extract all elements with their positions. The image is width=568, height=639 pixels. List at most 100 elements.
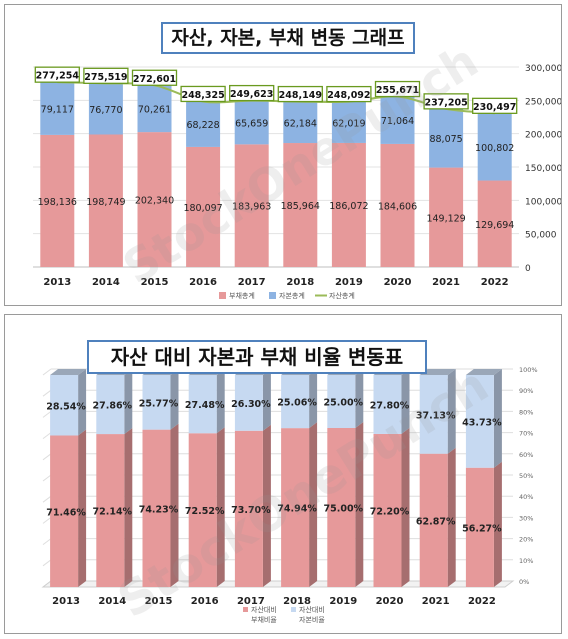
bar-debt-side	[78, 429, 87, 587]
gridline-side	[42, 516, 52, 524]
data-label-assets: 230,497	[473, 102, 516, 113]
data-label-debt: 198,136	[38, 197, 77, 208]
bar-debt	[137, 132, 172, 267]
x-tick-label: 2021	[432, 277, 460, 288]
bar-debt-side	[170, 423, 179, 587]
gridline-side	[42, 559, 52, 567]
y-tick-label: 90%	[519, 387, 533, 395]
x-tick-label: 2021	[422, 596, 450, 607]
chart-title-assets: 자산, 자본, 부채 변동 그래프	[161, 22, 415, 54]
legend-debt-label: 부채총계	[229, 291, 255, 300]
y-tick-label: 200,000	[525, 131, 561, 141]
data-label-debt-ratio: 56.27%	[462, 523, 502, 534]
x-tick-label: 2017	[238, 277, 266, 288]
gridline-side	[42, 411, 52, 418]
gridline-side	[42, 538, 52, 546]
bar-equity-side	[124, 369, 133, 435]
x-tick-label: 2020	[376, 596, 404, 607]
y-tick-label: 50,000	[525, 231, 557, 241]
bar-debt-side	[401, 427, 410, 587]
data-label-debt-ratio: 74.94%	[277, 504, 317, 515]
bar-equity	[327, 375, 356, 428]
data-label-assets: 272,601	[133, 74, 176, 85]
bar-equity	[380, 96, 415, 144]
data-label-equity-ratio: 43.73%	[462, 417, 502, 428]
chart-panel-ratio: 0% 10% 20% 30% 40% 50% 60% 70% 80% 90% 100% 71.46% 2…	[4, 314, 562, 634]
data-label-equity: 65,659	[235, 118, 268, 129]
bar-equity-side	[447, 369, 456, 454]
bar-equity	[137, 85, 172, 133]
data-label-debt: 186,072	[329, 201, 368, 212]
data-label-equity-ratio: 25.77%	[139, 398, 179, 409]
y-tick-label: 0%	[519, 578, 529, 586]
asset-label-box	[423, 93, 469, 110]
data-label-assets: 275,519	[84, 72, 127, 83]
bar-debt	[50, 435, 79, 587]
data-label-debt-ratio: 72.20%	[370, 506, 410, 517]
line-total-assets	[57, 81, 495, 115]
x-tick-label: 2014	[92, 277, 120, 288]
bar-debt	[88, 134, 123, 267]
legend-debt-swatch	[219, 292, 226, 299]
data-label-debt: 129,694	[475, 220, 514, 231]
bar-equity	[188, 375, 217, 434]
data-label-assets: 248,149	[279, 90, 322, 101]
bar-equity	[234, 375, 263, 431]
data-label-debt-ratio: 72.52%	[185, 506, 225, 517]
data-label-debt-ratio: 72.14%	[93, 507, 133, 518]
bar-debt	[40, 134, 75, 267]
y-tick-label: 20%	[519, 536, 533, 544]
bar-equity	[96, 375, 125, 435]
legend-debt-ratio-line1: 자산대비	[251, 605, 277, 614]
gridline-side	[42, 453, 52, 461]
bar-equity	[40, 82, 75, 135]
y-tick-label: 70%	[519, 430, 533, 438]
gridline-side	[42, 368, 52, 376]
data-label-debt-ratio: 71.46%	[46, 507, 86, 518]
bar-debt	[465, 467, 494, 587]
bar-equity-side	[78, 369, 87, 436]
asset-label-box	[83, 67, 129, 84]
data-label-equity: 79,117	[41, 105, 74, 116]
bar-debt	[419, 453, 448, 587]
gridline-side	[42, 432, 52, 439]
bar-equity	[142, 375, 171, 430]
bar-debt-side	[309, 422, 318, 587]
asset-label-box	[374, 80, 421, 98]
bar-equity	[234, 100, 269, 145]
bar-equity-top	[465, 369, 502, 375]
y-tick-label: 50%	[519, 472, 533, 480]
data-label-debt: 183,963	[232, 202, 271, 213]
bar-debt	[234, 144, 269, 267]
bar-equity-side	[355, 369, 364, 428]
data-label-debt: 202,340	[135, 196, 174, 207]
data-label-equity-ratio: 25.06%	[277, 398, 317, 409]
chart-panel-assets: 0 50,000 100,000 150,000 200,000 250,000 300,0…	[4, 4, 562, 306]
bar-debt-side	[493, 461, 502, 587]
bar-equity	[373, 375, 402, 434]
data-label-debt: 184,606	[378, 201, 417, 212]
data-label-debt: 180,097	[183, 203, 222, 214]
bar-debt	[142, 429, 171, 587]
gridline-side	[42, 495, 52, 503]
asset-label-box	[131, 69, 178, 86]
bar-debt	[331, 142, 366, 267]
y-tick-label: 250,000	[525, 97, 561, 107]
y-tick-label: 150,000	[525, 164, 561, 174]
bar-debt	[186, 146, 221, 267]
assets-equity-debt-chart: 0 50,000 100,000 150,000 200,000 250,000 300,0…	[33, 64, 562, 300]
data-label-equity: 70,261	[138, 105, 171, 116]
gridline-side	[42, 474, 52, 482]
bar-equity	[419, 375, 448, 454]
x-tick-label: 2020	[384, 277, 412, 288]
bar-debt	[188, 433, 217, 587]
bar-debt-side	[262, 424, 271, 587]
bar-equity-side	[401, 369, 410, 434]
asset-label-box	[326, 85, 372, 103]
x-tick-label: 2013	[43, 277, 71, 288]
data-label-equity-ratio: 28.54%	[46, 401, 86, 412]
bar-debt	[96, 434, 125, 587]
data-label-equity-ratio: 25.00%	[324, 398, 364, 409]
data-label-equity-ratio: 27.80%	[370, 400, 410, 411]
data-label-assets: 248,092	[327, 90, 370, 101]
